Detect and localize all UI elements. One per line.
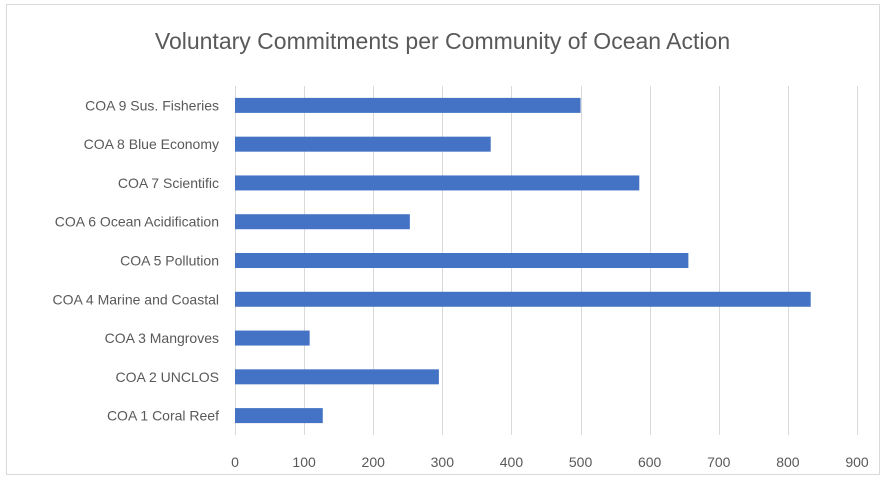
x-tick-label: 700	[707, 454, 731, 470]
bar	[235, 214, 410, 230]
bar	[235, 175, 640, 191]
y-tick-label: COA 9 Sus. Fisheries	[85, 97, 219, 113]
x-tick-label: 900	[845, 454, 869, 470]
y-tick-label: COA 8 Blue Economy	[84, 136, 219, 152]
bar	[235, 330, 310, 346]
y-tick-label: COA 3 Mangroves	[105, 330, 219, 346]
y-tick-label: COA 6 Ocean Acidification	[55, 214, 219, 230]
bar	[235, 97, 581, 113]
y-tick-label: COA 5 Pollution	[120, 253, 219, 269]
y-tick-label: COA 2 UNCLOS	[116, 369, 219, 385]
bar	[235, 136, 491, 152]
bar	[235, 369, 439, 385]
x-tick-label: 800	[776, 454, 800, 470]
x-tick-label: 600	[638, 454, 662, 470]
y-tick-label: COA 7 Scientific	[118, 175, 219, 191]
y-tick-label: COA 1 Coral Reef	[107, 408, 219, 424]
x-tick-label: 200	[362, 454, 386, 470]
x-tick-label: 300	[431, 454, 455, 470]
x-tick-label: 0	[231, 454, 239, 470]
bar	[235, 253, 689, 268]
x-tick-label: 100	[292, 454, 316, 470]
x-tick-label: 400	[500, 454, 524, 470]
y-tick-label: COA 4 Marine and Coastal	[52, 291, 219, 307]
bar	[235, 408, 323, 424]
x-tick-label: 500	[569, 454, 593, 470]
chart-title: Voluntary Commitments per Community of O…	[154, 28, 731, 54]
bar	[235, 291, 811, 307]
